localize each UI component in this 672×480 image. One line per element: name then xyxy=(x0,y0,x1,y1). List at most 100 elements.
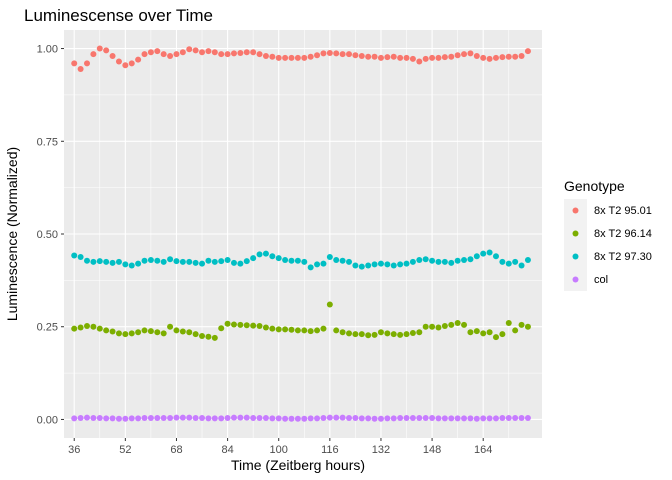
point-8x-t2-95-01 xyxy=(192,47,199,54)
point-8x-t2-95-01 xyxy=(505,53,512,60)
legend-label-8x-t2-95-01: 8x T2 95.01 xyxy=(594,205,652,217)
point-8x-t2-96-14 xyxy=(173,327,180,334)
point-8x-t2-97-30 xyxy=(397,261,404,268)
point-col xyxy=(128,415,135,422)
point-col xyxy=(314,415,321,422)
point-8x-t2-96-14 xyxy=(403,331,410,338)
point-8x-t2-97-30 xyxy=(288,257,295,264)
y-tick-label: 0.00 xyxy=(37,414,58,426)
point-8x-t2-96-14 xyxy=(218,325,225,332)
point-col xyxy=(358,415,365,422)
point-8x-t2-95-01 xyxy=(218,51,225,58)
point-8x-t2-95-01 xyxy=(480,54,487,61)
point-8x-t2-97-30 xyxy=(505,260,512,267)
point-8x-t2-96-14 xyxy=(205,333,212,340)
point-col xyxy=(71,415,78,422)
point-8x-t2-95-01 xyxy=(429,54,436,61)
point-8x-t2-97-30 xyxy=(282,256,289,263)
point-8x-t2-95-01 xyxy=(518,52,525,59)
point-col xyxy=(256,414,263,421)
point-col xyxy=(275,415,282,422)
point-8x-t2-95-01 xyxy=(96,45,103,52)
point-8x-t2-96-14 xyxy=(160,330,167,337)
point-8x-t2-97-30 xyxy=(352,262,359,269)
point-8x-t2-97-30 xyxy=(333,256,340,263)
point-8x-t2-95-01 xyxy=(135,56,142,63)
legend-marker-8x-t2-96-14 xyxy=(572,230,579,237)
point-col xyxy=(371,415,378,422)
point-8x-t2-95-01 xyxy=(358,52,365,59)
point-8x-t2-97-30 xyxy=(192,259,199,266)
point-8x-t2-95-01 xyxy=(524,48,531,55)
point-8x-t2-95-01 xyxy=(416,58,423,65)
point-8x-t2-97-30 xyxy=(179,258,186,265)
point-col xyxy=(307,415,314,422)
point-8x-t2-97-30 xyxy=(103,258,110,265)
point-8x-t2-95-01 xyxy=(486,55,493,62)
point-col xyxy=(199,414,206,421)
point-8x-t2-96-14 xyxy=(199,333,206,339)
point-col xyxy=(365,415,372,422)
point-8x-t2-95-01 xyxy=(275,54,282,61)
point-8x-t2-95-01 xyxy=(154,48,161,55)
point-8x-t2-96-14 xyxy=(269,325,276,332)
point-8x-t2-95-01 xyxy=(333,50,340,57)
point-8x-t2-97-30 xyxy=(435,258,442,265)
point-8x-t2-95-01 xyxy=(397,54,404,61)
point-8x-t2-97-30 xyxy=(224,256,231,263)
point-8x-t2-97-30 xyxy=(115,258,122,265)
point-8x-t2-97-30 xyxy=(199,260,206,267)
point-8x-t2-97-30 xyxy=(147,256,154,263)
point-8x-t2-97-30 xyxy=(230,259,237,266)
point-8x-t2-95-01 xyxy=(262,52,269,59)
point-col xyxy=(122,415,129,422)
point-8x-t2-95-01 xyxy=(103,47,110,54)
point-8x-t2-97-30 xyxy=(486,249,493,256)
point-8x-t2-96-14 xyxy=(467,329,474,336)
point-col xyxy=(333,414,340,421)
point-8x-t2-95-01 xyxy=(269,53,276,60)
point-col xyxy=(435,415,442,422)
point-8x-t2-97-30 xyxy=(346,258,353,265)
point-8x-t2-96-14 xyxy=(441,322,448,329)
point-col xyxy=(294,415,301,422)
point-8x-t2-97-30 xyxy=(454,257,461,264)
point-col xyxy=(230,414,237,421)
point-col xyxy=(179,414,186,421)
point-8x-t2-97-30 xyxy=(320,260,327,267)
point-8x-t2-96-14 xyxy=(154,329,161,336)
point-8x-t2-95-01 xyxy=(230,50,237,57)
legend: Genotype 8x T2 95.01 8x T2 96.14 8x T2 97.… xyxy=(564,178,652,291)
point-8x-t2-95-01 xyxy=(128,60,135,67)
point-8x-t2-96-14 xyxy=(326,301,333,308)
point-8x-t2-97-30 xyxy=(173,258,180,265)
point-8x-t2-97-30 xyxy=(71,252,78,259)
point-8x-t2-96-14 xyxy=(314,327,321,334)
point-8x-t2-96-14 xyxy=(377,329,384,336)
point-col xyxy=(397,414,404,421)
point-col xyxy=(90,414,97,421)
point-8x-t2-95-01 xyxy=(179,49,186,56)
y-axis: 0.00 0.25 0.50 0.75 1.00 xyxy=(37,44,64,426)
point-8x-t2-96-14 xyxy=(128,330,135,337)
point-8x-t2-96-14 xyxy=(505,320,512,327)
point-8x-t2-96-14 xyxy=(352,331,359,338)
x-tick-label: 100 xyxy=(270,444,288,456)
point-8x-t2-95-01 xyxy=(377,54,384,61)
point-8x-t2-96-14 xyxy=(179,328,186,335)
y-axis-title: Luminescence (Normalized) xyxy=(4,147,20,321)
point-8x-t2-96-14 xyxy=(473,328,480,335)
point-col xyxy=(326,414,333,421)
point-col xyxy=(352,414,359,421)
point-col xyxy=(403,414,410,421)
point-col xyxy=(518,414,525,421)
point-8x-t2-95-01 xyxy=(173,51,180,58)
point-8x-t2-97-30 xyxy=(384,261,391,268)
data-points xyxy=(71,45,531,422)
point-8x-t2-97-30 xyxy=(301,258,308,265)
point-col xyxy=(288,415,295,422)
point-8x-t2-95-01 xyxy=(441,54,448,61)
point-8x-t2-96-14 xyxy=(115,330,122,337)
point-8x-t2-95-01 xyxy=(339,51,346,58)
point-col xyxy=(448,415,455,422)
